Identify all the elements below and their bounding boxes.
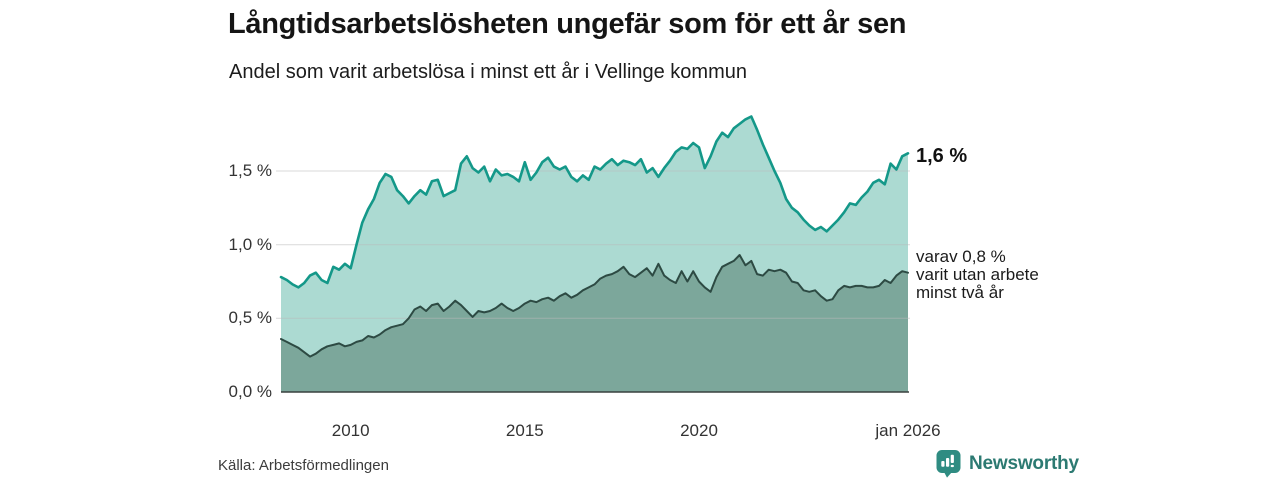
series-line-0 bbox=[279, 115, 910, 289]
x-axis-tick-label: 2015 bbox=[505, 421, 544, 440]
page-title: Långtidsarbetslösheten ungefär som för e… bbox=[228, 8, 907, 40]
series-line-1 bbox=[280, 254, 909, 358]
latest-value-label-total: 1,6 % bbox=[916, 145, 968, 167]
y-axis-tick-label: 1,0 % bbox=[228, 234, 272, 254]
x-axis-tick-label: 2020 bbox=[680, 421, 718, 440]
source-attribution: Källa: Arbetsförmedlingen bbox=[218, 457, 389, 474]
y-axis-tick-label: 0,5 % bbox=[228, 308, 272, 328]
y-axis-tick-label: 0,0 % bbox=[228, 382, 272, 401]
newsworthy-wordmark: Newsworthy bbox=[969, 453, 1079, 474]
newsworthy-logo: Newsworthy bbox=[936, 450, 1079, 478]
area-fill-series-1 bbox=[281, 255, 908, 392]
x-axis-tick-label: 2010 bbox=[331, 421, 370, 440]
latest-value-label-two-plus-years: varav 0,8 % varit utan arbete minst två … bbox=[916, 247, 1039, 302]
y-axis-tick-label: 1,5 % bbox=[228, 161, 272, 180]
newsworthy-logo-icon bbox=[936, 450, 961, 478]
page-subtitle: Andel som varit arbetslösa i minst ett å… bbox=[229, 61, 747, 83]
x-axis-tick-label: jan 2026 bbox=[875, 421, 941, 440]
